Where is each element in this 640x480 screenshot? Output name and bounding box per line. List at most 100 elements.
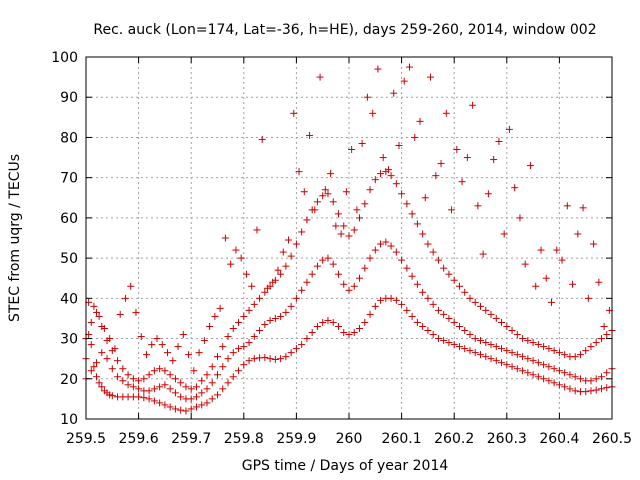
data-point xyxy=(519,335,527,343)
data-point xyxy=(150,397,158,405)
data-point xyxy=(503,347,511,355)
data-point xyxy=(198,401,206,409)
data-point xyxy=(421,194,429,202)
x-tick-label: 260.2 xyxy=(434,431,474,447)
data-point xyxy=(124,381,132,389)
data-point xyxy=(145,395,153,403)
data-point xyxy=(582,388,590,396)
data-point xyxy=(513,365,521,373)
y-tick-label: 70 xyxy=(60,171,78,187)
data-point xyxy=(382,238,390,246)
y-axis-label: STEC from uqrg / TECUs xyxy=(7,154,23,322)
data-point xyxy=(450,341,458,349)
data-point xyxy=(169,357,177,365)
data-point xyxy=(345,286,353,294)
y-tick-label: 20 xyxy=(60,372,78,388)
data-point xyxy=(208,395,216,403)
data-point xyxy=(445,270,453,278)
data-point xyxy=(366,186,374,194)
data-point xyxy=(408,312,416,320)
data-point xyxy=(329,198,337,206)
data-point xyxy=(161,381,169,389)
data-point xyxy=(466,347,474,355)
data-point xyxy=(437,160,445,168)
data-point xyxy=(195,349,203,357)
data-point xyxy=(303,335,311,343)
data-point xyxy=(235,318,243,326)
data-point xyxy=(214,391,221,399)
data-point xyxy=(579,204,587,212)
data-point xyxy=(174,343,182,351)
data-point xyxy=(532,282,540,290)
data-point xyxy=(571,373,579,381)
data-point xyxy=(140,375,148,383)
data-point xyxy=(477,302,484,310)
data-point xyxy=(145,387,153,395)
data-point xyxy=(387,242,395,250)
data-point xyxy=(461,288,469,296)
data-point xyxy=(127,282,135,290)
data-point xyxy=(187,405,195,413)
data-point xyxy=(603,369,611,377)
data-point xyxy=(432,172,440,180)
data-point xyxy=(424,327,432,335)
data-point xyxy=(177,379,185,387)
data-point xyxy=(540,343,548,351)
data-point xyxy=(135,377,143,385)
data-point xyxy=(576,375,584,383)
data-point xyxy=(308,270,316,278)
data-point xyxy=(408,210,416,218)
data-point xyxy=(479,250,487,258)
data-point xyxy=(192,393,200,401)
data-point xyxy=(153,335,161,343)
data-point xyxy=(356,274,364,282)
data-point xyxy=(492,314,500,322)
y-tick-label: 50 xyxy=(60,251,78,267)
data-point xyxy=(345,331,353,339)
data-point xyxy=(282,308,290,316)
data-point xyxy=(287,252,295,260)
data-point xyxy=(495,137,503,145)
data-point xyxy=(200,337,208,345)
data-point xyxy=(469,101,477,109)
data-point xyxy=(250,355,258,363)
data-point xyxy=(203,371,211,379)
data-point xyxy=(492,343,500,351)
data-point xyxy=(203,385,211,393)
data-point xyxy=(448,206,456,214)
data-point xyxy=(132,308,140,316)
data-point xyxy=(434,256,442,264)
data-point xyxy=(458,178,466,186)
data-point xyxy=(471,298,479,306)
data-point xyxy=(450,276,458,284)
data-point xyxy=(379,154,387,162)
data-point xyxy=(319,256,327,264)
data-point xyxy=(185,351,193,359)
data-point xyxy=(377,170,385,178)
data-point xyxy=(587,343,595,351)
y-tick-label: 90 xyxy=(60,90,78,106)
data-point xyxy=(277,312,285,320)
data-point xyxy=(324,254,332,262)
data-point xyxy=(140,394,148,402)
data-point xyxy=(361,264,369,272)
x-tick-label: 259.6 xyxy=(119,431,159,447)
data-point xyxy=(434,335,442,343)
y-tick-label: 100 xyxy=(51,50,78,66)
data-point xyxy=(106,335,114,343)
data-point xyxy=(540,361,548,369)
data-point xyxy=(413,280,421,288)
data-point xyxy=(361,318,369,326)
data-point xyxy=(129,383,137,391)
data-point xyxy=(108,365,116,373)
y-tick-label: 40 xyxy=(60,291,78,307)
data-point xyxy=(463,154,471,162)
data-point xyxy=(245,357,253,365)
data-point xyxy=(440,310,448,318)
data-point xyxy=(419,288,427,296)
data-point xyxy=(461,345,469,353)
data-point xyxy=(161,367,169,375)
data-point xyxy=(519,353,527,361)
data-point xyxy=(114,357,122,365)
data-point xyxy=(369,109,377,117)
